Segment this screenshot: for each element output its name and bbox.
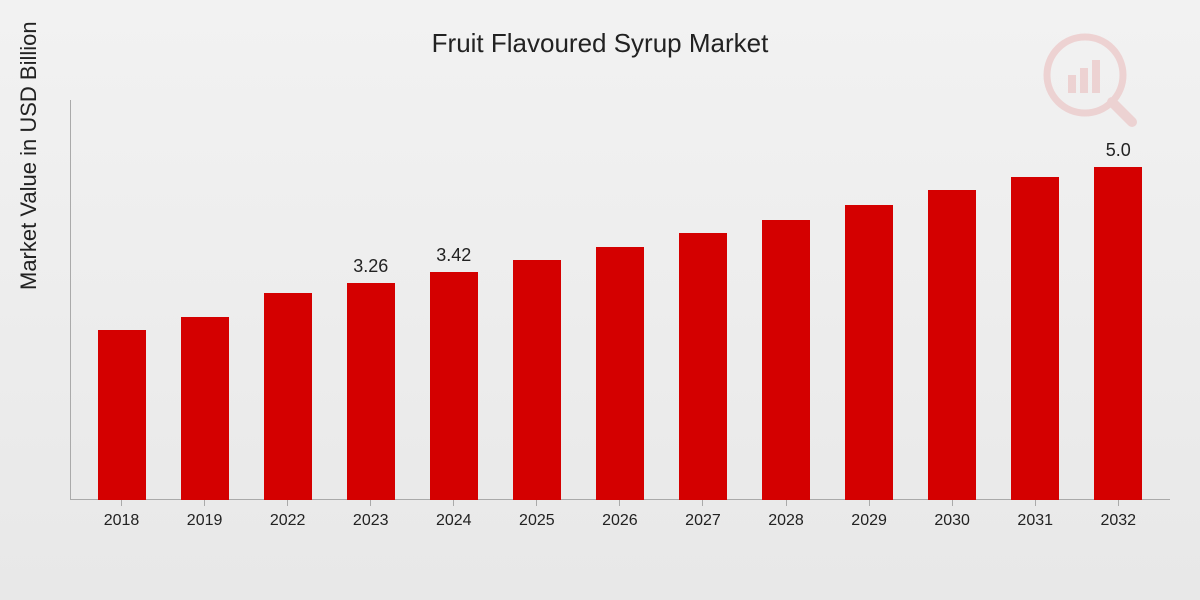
bar [845, 205, 893, 500]
bar-value-label: 3.26 [353, 256, 388, 277]
bar-slot [513, 254, 561, 500]
bar-slot [181, 311, 229, 500]
bar [762, 220, 810, 500]
bar-slot [596, 241, 644, 500]
bar-slot [762, 214, 810, 500]
bar [513, 260, 561, 500]
bar-slot [98, 324, 146, 500]
bar [596, 247, 644, 500]
bar [181, 317, 229, 500]
plot-region: 3.26 3.42 5.0 2018 2019 2022 2023 2024 2025 2026… [70, 100, 1170, 540]
x-tick-label: 2024 [430, 504, 478, 530]
bar [430, 272, 478, 500]
x-tick-label: 2026 [596, 504, 644, 530]
bar-slot: 3.42 [430, 245, 478, 500]
x-tick-label: 2030 [928, 504, 976, 530]
x-tick-label: 2022 [264, 504, 312, 530]
bar-slot [845, 199, 893, 500]
bars-container: 3.26 3.42 5.0 [70, 100, 1170, 500]
x-tick-label: 2025 [513, 504, 561, 530]
bar-slot: 5.0 [1094, 140, 1142, 500]
x-tick-label: 2027 [679, 504, 727, 530]
bar-slot [264, 287, 312, 500]
bar [1094, 167, 1142, 500]
bar-value-label: 5.0 [1106, 140, 1131, 161]
x-tick-label: 2028 [762, 504, 810, 530]
bar [928, 190, 976, 500]
x-tick-label: 2019 [181, 504, 229, 530]
bar-slot [1011, 171, 1059, 500]
bar-slot [928, 184, 976, 500]
bar-slot [679, 227, 727, 500]
bar-value-label: 3.42 [436, 245, 471, 266]
bar [347, 283, 395, 500]
bar-slot: 3.26 [347, 256, 395, 500]
x-labels-container: 2018 2019 2022 2023 2024 2025 2026 2027 2028 2029… [70, 504, 1170, 540]
x-tick-label: 2029 [845, 504, 893, 530]
chart-title: Fruit Flavoured Syrup Market [0, 0, 1200, 59]
x-tick-label: 2023 [347, 504, 395, 530]
bar [98, 330, 146, 500]
x-tick-label: 2031 [1011, 504, 1059, 530]
x-tick-label: 2018 [98, 504, 146, 530]
bar [1011, 177, 1059, 500]
chart-area: 3.26 3.42 5.0 2018 2019 2022 2023 2024 2025 2026… [70, 100, 1170, 540]
x-tick-label: 2032 [1094, 504, 1142, 530]
bar [679, 233, 727, 500]
y-axis-label: Market Value in USD Billion [16, 21, 42, 290]
bar [264, 293, 312, 500]
